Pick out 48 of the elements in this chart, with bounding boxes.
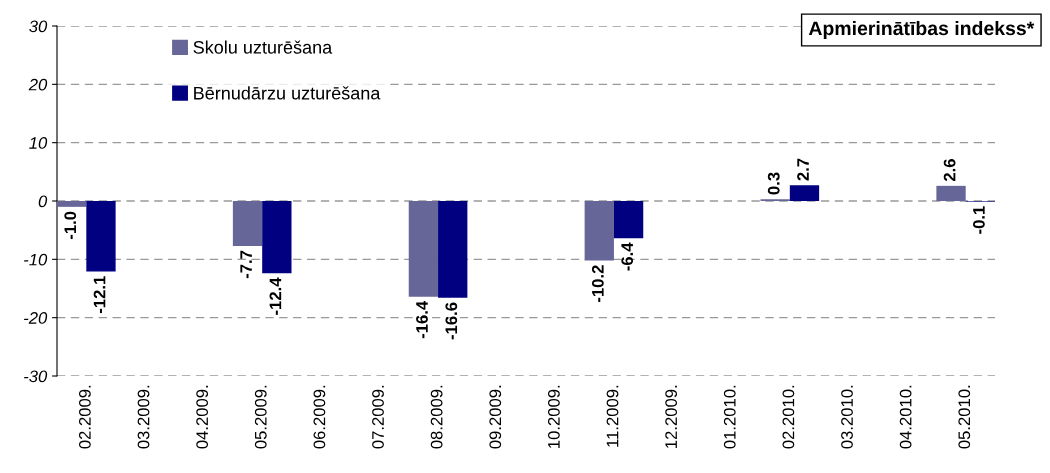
data-label: -16.4 [416,300,428,339]
x-tick-label: 05.2010. [958,385,971,449]
x-tick-label: 04.2009. [196,385,209,449]
x-tick-label: 06.2009. [313,385,326,449]
x-tick-label: 03.2009. [137,385,150,449]
x-tick-label: 10.2009. [547,385,560,448]
bar [936,185,966,201]
data-label: 2.6 [943,159,956,182]
data-label: -6.4 [621,242,634,271]
x-tick-label: 04.2010. [899,385,912,449]
x-tick-label: 02.2010. [782,385,795,449]
y-tick-label: 10 [29,137,48,149]
x-tick-label: 05.2009. [254,385,267,449]
x-tick-label: 03.2010. [841,385,853,449]
y-tick-label: -20 [24,312,48,324]
bar [613,201,644,239]
y-tick-label: -30 [24,370,48,383]
legend-label: Bērnudārzu uzturēšana [194,86,381,100]
x-tick-label: 02.2009. [78,385,91,449]
bar [232,201,263,246]
chart-title: Apmierinātības indekss* [808,20,1035,40]
bar [57,201,87,207]
data-label: -0.1 [973,206,985,234]
x-tick-label: 11.2009. [606,385,619,447]
y-tick-label: 0 [38,195,48,208]
bar [584,201,614,261]
data-label: -12.1 [93,276,106,314]
legend-label: Skolu uzturēšana [193,40,333,54]
data-label: 2.7 [797,158,809,181]
data-label: -7.7 [240,250,252,279]
bar [789,185,820,201]
data-label: -1.0 [64,211,77,240]
y-tick-label: 20 [28,78,48,91]
bar [438,201,468,298]
bar [86,201,116,272]
x-tick-label: 07.2009. [372,385,384,449]
bar [408,201,439,297]
x-tick-label: 01.2010. [723,385,736,449]
data-label: -12.4 [269,277,282,315]
x-tick-label: 08.2009. [430,385,443,449]
data-label: -10.2 [591,265,604,302]
x-tick-label: 12.2009. [665,385,678,448]
y-tick-label: 30 [29,20,48,33]
bar [262,201,292,274]
data-label: -16.6 [445,302,458,340]
data-label: 0.3 [767,172,780,195]
y-tick-label: -10 [24,253,48,266]
x-tick-label: 09.2009. [489,385,502,449]
